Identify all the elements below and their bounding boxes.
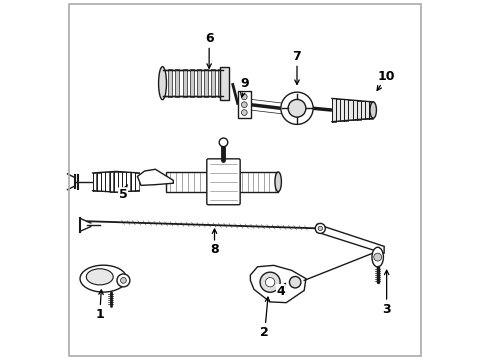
Ellipse shape bbox=[80, 265, 126, 292]
Circle shape bbox=[242, 102, 247, 108]
Circle shape bbox=[266, 278, 275, 287]
Bar bbox=[122, 172, 126, 192]
Bar bbox=[365, 101, 369, 119]
Bar bbox=[348, 100, 353, 120]
Bar bbox=[353, 100, 357, 120]
Circle shape bbox=[242, 94, 247, 100]
Ellipse shape bbox=[275, 172, 281, 192]
Text: 6: 6 bbox=[205, 32, 214, 68]
Polygon shape bbox=[137, 169, 173, 185]
Circle shape bbox=[374, 253, 382, 261]
Circle shape bbox=[242, 110, 247, 116]
Ellipse shape bbox=[370, 102, 376, 118]
Polygon shape bbox=[250, 265, 306, 303]
Bar bbox=[114, 171, 118, 192]
Text: 9: 9 bbox=[241, 77, 249, 97]
Text: 3: 3 bbox=[382, 270, 391, 316]
Bar bbox=[168, 69, 172, 97]
Bar bbox=[190, 69, 194, 97]
Bar bbox=[183, 69, 187, 97]
Bar bbox=[332, 98, 336, 122]
Bar bbox=[118, 171, 122, 192]
Bar bbox=[357, 100, 361, 120]
Bar bbox=[336, 99, 340, 121]
Bar bbox=[204, 69, 208, 97]
Bar bbox=[344, 99, 348, 121]
Bar bbox=[93, 173, 97, 191]
Bar bbox=[219, 69, 222, 97]
Bar bbox=[361, 101, 365, 119]
Text: 4: 4 bbox=[276, 283, 286, 298]
Circle shape bbox=[281, 92, 313, 125]
Polygon shape bbox=[317, 224, 384, 253]
Bar bbox=[163, 70, 223, 96]
Bar bbox=[220, 67, 229, 100]
Bar bbox=[126, 172, 130, 192]
Circle shape bbox=[288, 99, 306, 117]
Circle shape bbox=[315, 224, 325, 233]
Circle shape bbox=[260, 272, 280, 292]
Bar bbox=[369, 102, 373, 118]
FancyBboxPatch shape bbox=[207, 159, 240, 205]
Text: 8: 8 bbox=[210, 229, 219, 256]
Circle shape bbox=[117, 274, 130, 287]
Bar bbox=[340, 99, 344, 121]
Circle shape bbox=[290, 276, 301, 288]
Text: 1: 1 bbox=[96, 290, 104, 321]
Text: 2: 2 bbox=[260, 297, 270, 339]
Bar bbox=[101, 172, 105, 191]
Text: 10: 10 bbox=[377, 69, 395, 90]
Ellipse shape bbox=[159, 67, 167, 100]
Circle shape bbox=[121, 278, 126, 283]
Bar bbox=[131, 172, 135, 191]
Bar bbox=[239, 172, 278, 192]
Circle shape bbox=[318, 226, 322, 230]
Bar bbox=[175, 69, 179, 97]
Bar bbox=[197, 69, 201, 97]
Bar bbox=[110, 172, 113, 192]
Bar bbox=[135, 173, 139, 191]
Bar bbox=[238, 91, 250, 118]
Circle shape bbox=[219, 138, 228, 147]
Bar bbox=[105, 172, 109, 192]
Text: 7: 7 bbox=[293, 50, 301, 84]
Text: 5: 5 bbox=[119, 185, 127, 201]
Ellipse shape bbox=[372, 247, 383, 267]
Ellipse shape bbox=[86, 269, 113, 285]
Bar bbox=[211, 69, 215, 97]
Bar bbox=[166, 172, 220, 192]
Bar bbox=[97, 173, 100, 191]
